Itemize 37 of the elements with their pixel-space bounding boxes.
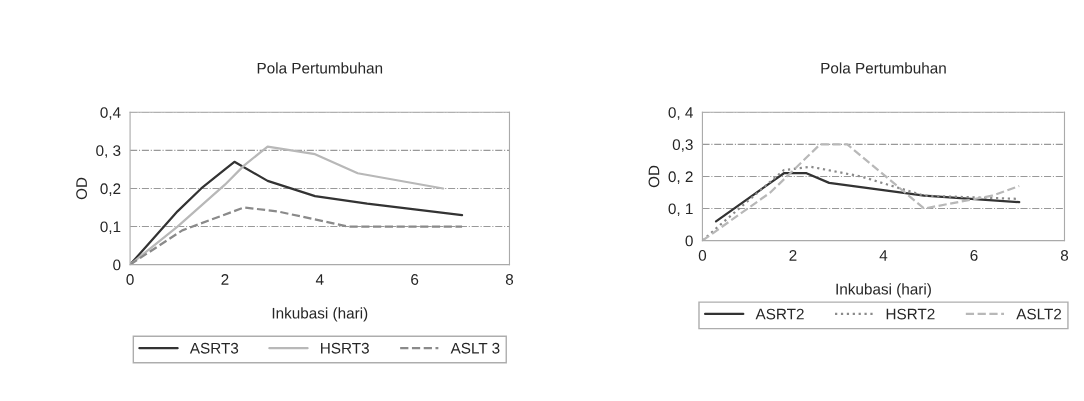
x-tick-label: 0: [698, 250, 707, 261]
chart-title: Pola Pertumbuhan: [257, 62, 383, 74]
y-tick-label: 0, 1: [668, 203, 693, 217]
chart-title: Pola Pertumbuhan: [821, 62, 946, 74]
legend-label: ASLT 3: [450, 342, 500, 354]
y-tick-label: 0: [113, 259, 121, 271]
legend-label: HSRT2: [886, 308, 935, 320]
y-tick-label: 0,3: [672, 139, 693, 152]
y-tick-label: 0,4: [100, 107, 121, 120]
legend-label: ASRT3: [189, 342, 239, 354]
line-series: [702, 143, 1021, 241]
line-series: [130, 160, 464, 265]
x-tick-label: 4: [315, 274, 324, 285]
x-tick-label: 8: [505, 274, 514, 285]
y-axis-title: OD: [76, 177, 87, 200]
y-tick-label: 0, 4: [668, 107, 693, 120]
legend-label: HSRT3: [321, 342, 369, 354]
x-tick-label: 8: [1060, 250, 1069, 261]
x-axis-title: Inkubasi (hari): [272, 307, 368, 322]
x-tick-label: 6: [970, 250, 978, 261]
x-tick-label: 0: [126, 274, 134, 285]
y-tick-label: 0,2: [100, 183, 121, 196]
y-tick-label: 0: [685, 235, 693, 247]
x-tick-label: 4: [879, 250, 888, 261]
line-series: [130, 206, 464, 265]
y-axis-title: OD: [648, 165, 660, 188]
line-series: [714, 172, 1021, 223]
y-tick-label: 0,1: [100, 221, 121, 235]
y-tick-label: 0, 2: [668, 171, 693, 184]
line-series: [130, 145, 445, 265]
legend-label: ASLT2: [1016, 308, 1062, 320]
x-tick-label: 2: [789, 250, 797, 261]
y-tick-label: 0, 3: [96, 145, 121, 158]
x-axis-title: Inkubasi (hari): [836, 283, 931, 298]
legend-label: ASRT2: [755, 308, 804, 320]
x-tick-label: 6: [411, 274, 419, 285]
x-tick-label: 2: [221, 274, 229, 285]
